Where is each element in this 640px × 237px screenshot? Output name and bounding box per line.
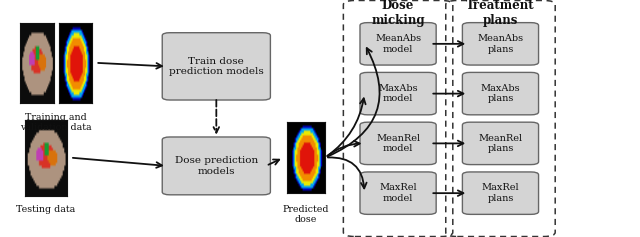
FancyBboxPatch shape bbox=[463, 172, 539, 214]
FancyBboxPatch shape bbox=[463, 73, 539, 115]
Text: MaxAbs
plans: MaxAbs plans bbox=[481, 84, 520, 103]
Text: Train dose
prediction models: Train dose prediction models bbox=[169, 57, 264, 76]
FancyBboxPatch shape bbox=[463, 122, 539, 165]
Text: MaxRel
plans: MaxRel plans bbox=[482, 183, 519, 203]
Text: MeanAbs
model: MeanAbs model bbox=[375, 34, 421, 54]
Text: Predicted
dose: Predicted dose bbox=[283, 205, 329, 224]
Text: MaxRel
model: MaxRel model bbox=[380, 183, 417, 203]
FancyBboxPatch shape bbox=[360, 172, 436, 214]
Text: Training and
validation data: Training and validation data bbox=[20, 113, 92, 132]
FancyBboxPatch shape bbox=[360, 23, 436, 65]
Text: MeanRel
plans: MeanRel plans bbox=[479, 134, 522, 153]
FancyBboxPatch shape bbox=[360, 122, 436, 165]
Text: Treatment
plans: Treatment plans bbox=[466, 0, 535, 27]
FancyBboxPatch shape bbox=[163, 33, 270, 100]
FancyBboxPatch shape bbox=[163, 137, 270, 195]
Text: Dose prediction
models: Dose prediction models bbox=[175, 156, 258, 176]
Text: MaxAbs
model: MaxAbs model bbox=[378, 84, 418, 103]
Text: MeanAbs
plans: MeanAbs plans bbox=[477, 34, 524, 54]
FancyBboxPatch shape bbox=[360, 73, 436, 115]
Text: Dose
micking: Dose micking bbox=[371, 0, 425, 27]
Text: MeanRel
model: MeanRel model bbox=[376, 134, 420, 153]
FancyBboxPatch shape bbox=[463, 23, 539, 65]
Text: Testing data: Testing data bbox=[17, 205, 76, 214]
